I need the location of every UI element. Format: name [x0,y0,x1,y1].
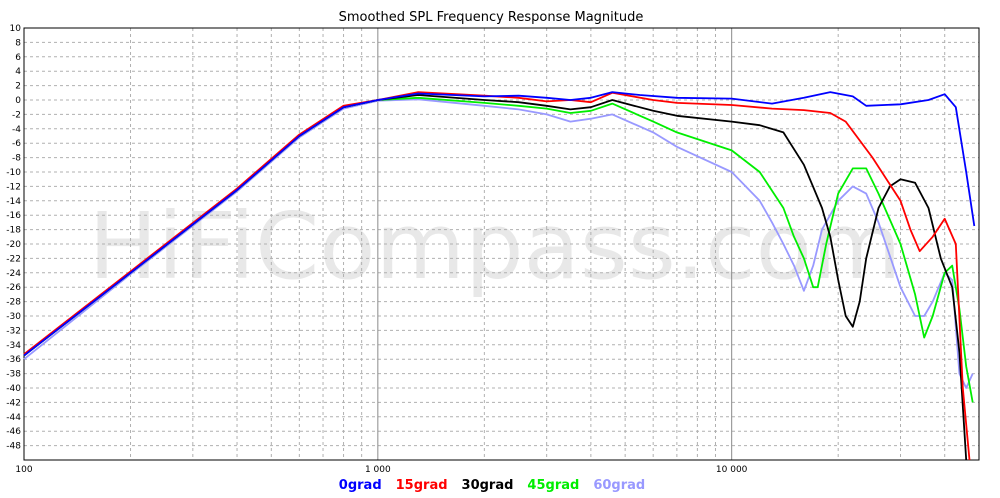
y-tick-label: -26 [6,283,21,293]
y-tick-label: -2 [12,110,21,120]
legend-entry-45grad: 45grad [527,478,579,493]
y-tick-label: -48 [6,442,21,452]
y-tick-label: -20 [6,240,21,250]
legend-entry-15grad: 15grad [396,478,448,493]
legend-entry-60grad: 60grad [593,478,645,493]
y-tick-label: 4 [15,67,21,77]
legend: 0grad 15grad 30grad 45grad 60grad [339,478,645,493]
y-tick-label: -44 [6,413,21,423]
y-axis-ticks: 10 8 6 4 2 0 -2 -4 -6 -8 -10 -12 -14 -16 -18 -20 -22 -24 -… [6,24,21,452]
y-tick-label: -10 [6,168,21,178]
legend-entry-30grad: 30grad [462,478,514,493]
y-tick-label: -46 [6,427,21,437]
series-line-60grad [23,98,974,389]
y-tick-label: 0 [15,96,21,106]
y-tick-label: -12 [6,182,21,192]
y-tick-label: -40 [6,384,21,394]
y-tick-label: -6 [12,139,21,149]
y-tick-label: -18 [6,226,21,236]
series-line-0grad [23,91,976,357]
y-tick-label: -32 [6,326,21,336]
series-lines [23,91,976,461]
y-tick-label: -30 [6,312,21,322]
y-tick-label: -38 [6,370,21,380]
y-tick-label: -42 [6,398,21,408]
y-tick-label: -4 [12,125,21,135]
y-tick-label: -28 [6,298,21,308]
y-tick-label: 6 [15,53,21,63]
y-tick-label: -14 [6,197,21,207]
x-tick-label: 10 000 [716,465,748,475]
y-tick-label: -36 [6,355,21,365]
y-tick-label: -8 [12,154,21,164]
y-tick-label: 2 [15,82,21,92]
plot-frame [23,27,980,461]
x-tick-label: 1 000 [365,465,391,475]
y-tick-label: 10 [10,24,22,34]
y-tick-label: -34 [6,341,21,351]
series-line-30grad [23,94,968,461]
series-line-45grad [23,96,974,403]
chart-title: Smoothed SPL Frequency Response Magnitud… [339,10,644,25]
x-tick-label: 100 [15,465,32,475]
y-tick-label: -22 [6,254,21,264]
y-tick-label: -24 [6,269,21,279]
legend-entry-0grad: 0grad [339,478,382,493]
y-tick-label: -16 [6,211,21,221]
x-axis-ticks: 100 1 000 10 000 [15,465,747,475]
y-tick-label: 8 [15,38,21,48]
